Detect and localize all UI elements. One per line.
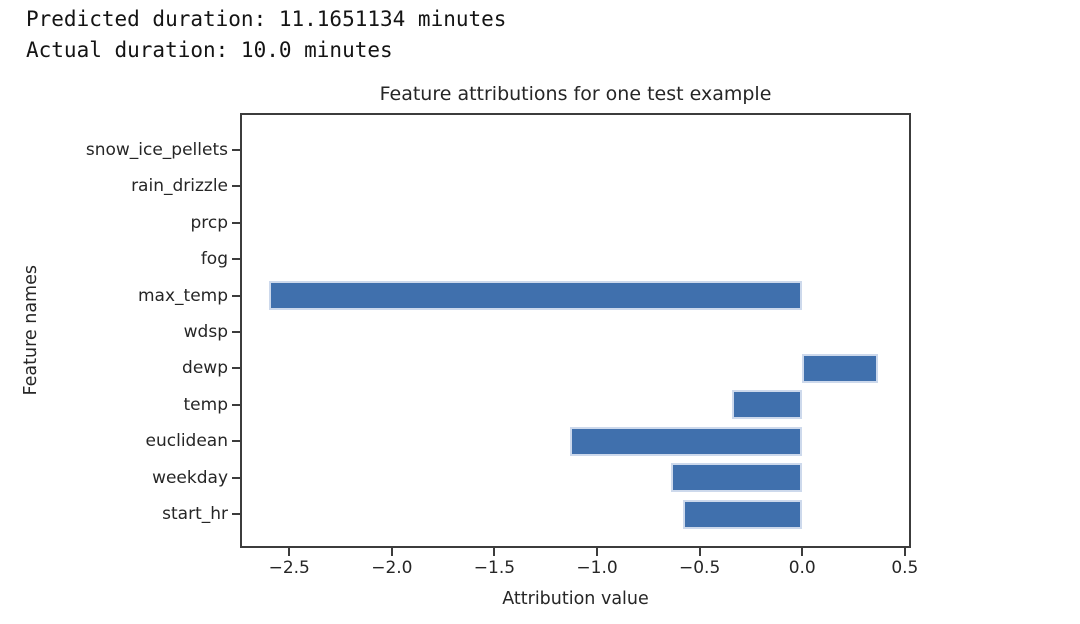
xtick-mark-0.5	[903, 548, 906, 556]
xtick-label-−1.0: −1.0	[576, 558, 618, 578]
ytick-label-temp: temp	[183, 394, 228, 415]
ytick-label-snow_ice_pellets: snow_ice_pellets	[85, 140, 228, 160]
bar-max_temp	[268, 281, 803, 311]
ytick-mark-fog	[232, 258, 240, 261]
bar-temp	[732, 390, 803, 420]
ytick-mark-start_hr	[232, 513, 240, 515]
ytick-label-dewp: dewp	[182, 358, 228, 379]
bar-start_hr	[683, 499, 803, 529]
ytick-mark-max_temp	[232, 294, 240, 297]
ytick-label-max_temp: max_temp	[137, 285, 228, 306]
ytick-mark-prcp	[232, 221, 240, 224]
xtick-mark-−0.5	[698, 548, 701, 556]
ytick-mark-rain_drizzle	[232, 185, 240, 188]
xtick-mark-−1.5	[493, 548, 496, 556]
xtick-mark-−1.0	[596, 548, 599, 556]
xtick-label-−1.5: −1.5	[473, 558, 516, 578]
ytick-mark-weekday	[232, 476, 240, 479]
xtick-label-−2.0: −2.0	[371, 558, 413, 578]
ytick-mark-dewp	[232, 367, 240, 370]
ytick-label-fog: fog	[200, 249, 228, 270]
actual-duration-line: Actual duration: 10.0 minutes	[26, 38, 393, 62]
xtick-label-−2.5: −2.5	[268, 558, 310, 578]
chart-title: Feature attributions for one test exampl…	[379, 83, 772, 105]
xtick-mark-0.0	[801, 548, 804, 556]
ytick-label-start_hr: start_hr	[162, 504, 228, 524]
ytick-label-euclidean: euclidean	[145, 431, 228, 452]
xtick-mark-−2.0	[390, 548, 393, 556]
ytick-label-weekday: weekday	[152, 467, 228, 488]
ytick-label-wdsp: wdsp	[183, 322, 228, 342]
xtick-mark-−2.5	[288, 548, 291, 556]
xtick-label-0.0: 0.0	[788, 558, 816, 578]
bar-euclidean	[570, 426, 803, 456]
ytick-label-rain_drizzle: rain_drizzle	[131, 176, 228, 197]
ytick-label-prcp: prcp	[190, 212, 228, 233]
ytick-mark-euclidean	[232, 440, 240, 443]
bar-weekday	[670, 463, 803, 493]
ytick-mark-wdsp	[232, 331, 240, 333]
predicted-duration-line: Predicted duration: 11.1651134 minutes	[26, 7, 507, 31]
plot-area	[240, 113, 911, 548]
xtick-label-0.5: 0.5	[891, 558, 919, 578]
ytick-mark-temp	[232, 403, 240, 406]
xtick-label-−0.5: −0.5	[679, 558, 721, 578]
bar-dewp	[802, 353, 879, 383]
console-output: Predicted duration: 11.1651134 minutes A…	[26, 4, 506, 66]
y-axis-label-text: Feature names	[21, 265, 41, 396]
ytick-mark-snow_ice_pellets	[232, 149, 240, 151]
x-axis-label: Attribution value	[502, 589, 649, 609]
